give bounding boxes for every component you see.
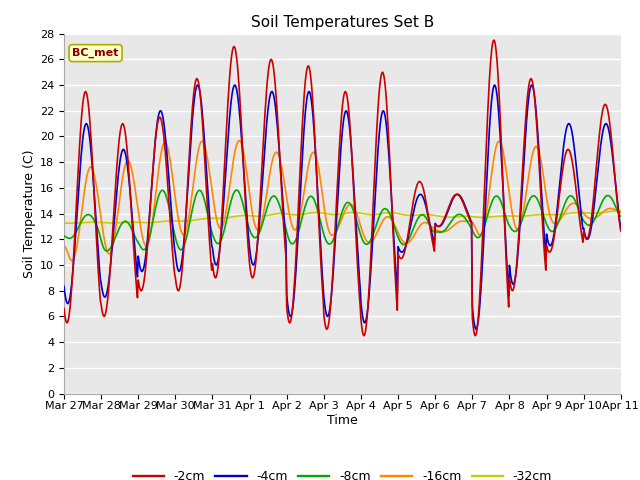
Text: BC_met: BC_met: [72, 48, 119, 58]
X-axis label: Time: Time: [327, 414, 358, 427]
Y-axis label: Soil Temperature (C): Soil Temperature (C): [23, 149, 36, 278]
Title: Soil Temperatures Set B: Soil Temperatures Set B: [251, 15, 434, 30]
Legend: -2cm, -4cm, -8cm, -16cm, -32cm: -2cm, -4cm, -8cm, -16cm, -32cm: [127, 465, 557, 480]
